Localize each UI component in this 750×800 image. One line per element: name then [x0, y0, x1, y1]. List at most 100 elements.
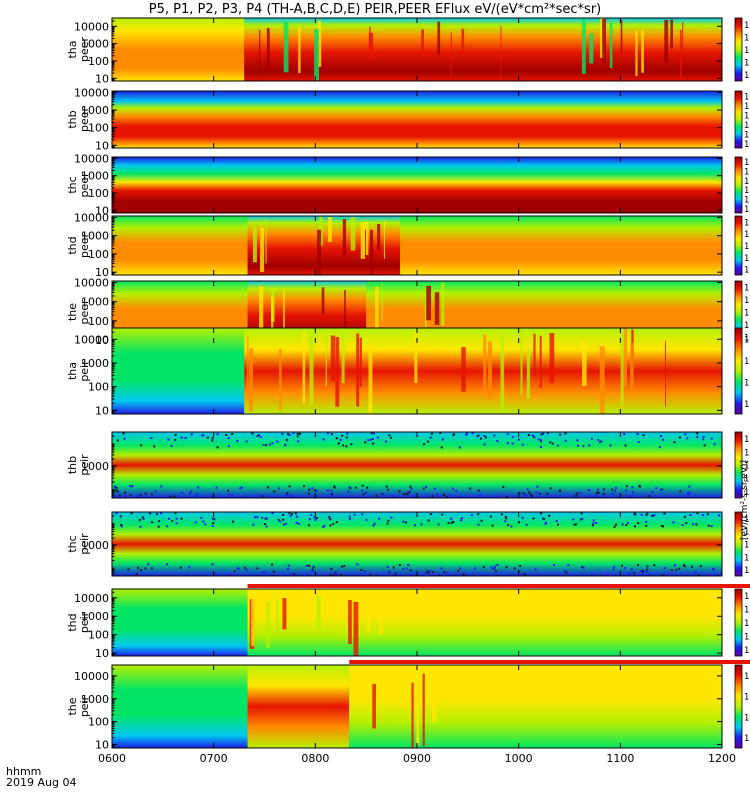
- colorbar-tick-thb-peir: 10⁵: [744, 448, 750, 458]
- y-tick-label-tha-peer: 100: [88, 55, 109, 68]
- colorbar-the-peir: [734, 664, 743, 749]
- colorbar-tick-the-peer: 10⁷: [744, 296, 750, 306]
- y-tick-label-thc-peer: 1000: [81, 170, 109, 183]
- y-tick-label-thb-peer: 10: [95, 139, 109, 152]
- y-tick-label-the-peer: 1000: [81, 296, 109, 309]
- colorbar-tick-tha-peer: 10⁷: [744, 33, 750, 43]
- colorbar-tick-tha-peir: 10⁳: [744, 400, 750, 410]
- panel-tha-peer: 10 100 1000 10000 thapeer 10⁴ 10⁵ 10⁶ 10⁷ 10⁸: [66, 17, 750, 85]
- colorbar-tick-thd-peir: 10⁷: [744, 592, 750, 602]
- panel-label-thd-peer: thdpeer: [66, 233, 91, 259]
- y-tick-label-thd-peir: 10000: [74, 592, 109, 605]
- panel-tha-peir: 10 100 1000 10000 thapeir 10⁳ 10⁴ 10⁵ 10⁶: [66, 327, 750, 417]
- colorbar-tick-thc-peer: 10⁶: [744, 168, 750, 178]
- colorbar-thb-peir: [734, 431, 743, 499]
- colorbar-tick-thd-peer: 10⁵: [744, 254, 750, 264]
- y-tick-label-the-peer: 10: [95, 334, 109, 347]
- y-tick-label-thd-peer: 100: [88, 248, 109, 261]
- y-tick-label-thd-peer: 10: [95, 266, 109, 279]
- panel-label-tha-peer: thapeer: [66, 37, 91, 63]
- colorbar-tick-thb-peer: 10⁸: [744, 92, 750, 102]
- y-tick-label-the-peir: 1000: [81, 693, 109, 706]
- y-tick-label-thd-peer: 1000: [81, 230, 109, 243]
- panel-label-thb-peir: thbpeir: [66, 454, 91, 476]
- y-tick-label-thd-peer: 10000: [74, 211, 109, 224]
- colorbar-tick-thb-peer: 10⁶: [744, 111, 750, 121]
- y-tick-label-thb-peer: 10000: [74, 86, 109, 99]
- colorbar-tick-thd-peir: 10³: [744, 646, 750, 656]
- y-tick-label-thd-peir: 1000: [81, 610, 109, 623]
- panel-label-thd-peir: thdpeir: [66, 611, 91, 633]
- colorbar-tick-thc-peer: 10⁴: [744, 186, 750, 196]
- colorbar-thd-peir: [734, 588, 743, 657]
- y-tick-label-thc-peer: 100: [88, 187, 109, 200]
- colorbar-tick-tha-peer: 10⁸: [744, 21, 750, 31]
- colorbar-tick-the-peer: 10⁶: [744, 309, 750, 319]
- y-tick-label-thd-peir: 100: [88, 629, 109, 642]
- colorbar-tick-thb-peer: 10⁴: [744, 130, 750, 140]
- x-tick-label: 1200: [708, 752, 736, 765]
- spectrogram-thc-peer: [112, 157, 722, 213]
- y-tick-label-the-peir: 10: [95, 738, 109, 751]
- colorbar-tick-thb-peir: 10²: [744, 488, 750, 498]
- x-tick-label: 1100: [606, 752, 634, 765]
- y-tick-label-tha-peir: 1000: [81, 357, 109, 370]
- colorbar-tick-thc-peir: 10⁶: [744, 515, 750, 525]
- colorbar-tick-tha-peir: 10⁴: [744, 378, 750, 388]
- colorbar-tha-peir: [734, 327, 743, 415]
- colorbar-tick-the-peer: 10⁵: [744, 321, 750, 331]
- colorbar-tick-thc-peir: 10²: [744, 566, 750, 576]
- colorbar-tick-the-peir: 10⁶: [744, 672, 750, 682]
- colorbar-tick-thc-peir: 10³: [744, 553, 750, 563]
- spectrogram-thd-peer: [112, 216, 722, 275]
- x-tick-label: 0600: [98, 752, 126, 765]
- panel-label-thc-peir: thcpeir: [66, 533, 91, 555]
- x-tick-label: 0900: [403, 752, 431, 765]
- colorbar-tick-the-peer: 10⁸: [744, 284, 750, 294]
- colorbar-tick-thb-peer: 10⁵: [744, 121, 750, 131]
- colorbar-tick-thc-peer: 10³: [744, 196, 750, 206]
- colorbar-tick-tha-peer: 10⁵: [744, 59, 750, 69]
- panel-label-thb-peer: thbpeer: [66, 107, 91, 133]
- colorbar-tick-thc-peer: 10²: [744, 205, 750, 215]
- x-tick-label: 0700: [200, 752, 228, 765]
- colorbar-tick-thd-peer: 10⁷: [744, 230, 750, 240]
- x-tick-label: 0800: [301, 752, 329, 765]
- panel-thd-peir: 10 100 1000 10000 thdpeir 10³ 10⁴ 10⁵ 10⁶ 10⁷: [66, 584, 750, 660]
- colorbar-tick-thd-peir: 10⁴: [744, 632, 750, 642]
- x-axis-unit-label: hhmm: [6, 765, 42, 778]
- date-label: 2019 Aug 04: [6, 776, 77, 789]
- colorbar-thc-peir: [734, 511, 743, 577]
- colorbar-tick-thc-peir: 10⁴: [744, 541, 750, 551]
- colorbar-thc-peer: [734, 156, 743, 214]
- colorbar-tick-the-peer: 10⁴: [744, 333, 750, 343]
- y-tick-label-thc-peir: 1000: [81, 539, 109, 552]
- y-tick-label-tha-peir: 10: [95, 404, 109, 417]
- colorbar-tick-tha-peir: 10⁶: [744, 335, 750, 345]
- panel-label-tha-peir: thapeir: [66, 360, 91, 382]
- x-tick-label: 1000: [505, 752, 533, 765]
- colorbar-tick-thb-peer: 10³: [744, 140, 750, 150]
- y-tick-label-tha-peir: 10000: [74, 333, 109, 346]
- y-tick-label-thd-peir: 10: [95, 647, 109, 660]
- colorbar-tick-the-peir: 10³: [744, 734, 750, 744]
- colorbar-tick-tha-peer: 10⁶: [744, 46, 750, 56]
- colorbar-tick-thd-peir: 10⁵: [744, 619, 750, 629]
- y-tick-label-the-peir: 10000: [74, 670, 109, 683]
- y-tick-label-the-peer: 10000: [74, 277, 109, 290]
- colorbar-tick-tha-peir: 10⁵: [744, 357, 750, 367]
- y-tick-label-the-peer: 100: [88, 315, 109, 328]
- y-tick-label-tha-peir: 100: [88, 381, 109, 394]
- colorbar-tick-thd-peer: 10⁸: [744, 218, 750, 228]
- colorbar-tick-thd-peer: 10⁴: [744, 266, 750, 276]
- colorbar-tick-thb-peir: 10³: [744, 475, 750, 485]
- y-tick-label-thb-peir: 1000: [81, 460, 109, 473]
- panel-thc-peer: 10 100 1000 10000 thcpeer 10²10³10⁴10⁵10⁶10⁷: [66, 152, 750, 217]
- y-tick-label-tha-peer: 10000: [74, 20, 109, 33]
- y-tick-label-thb-peer: 1000: [81, 104, 109, 117]
- colorbar-tick-thc-peer: 10⁷: [744, 158, 750, 168]
- panel-the-peir: 10 100 1000 10000 thepeir 10³ 10⁴ 10⁵ 10⁶: [66, 660, 750, 751]
